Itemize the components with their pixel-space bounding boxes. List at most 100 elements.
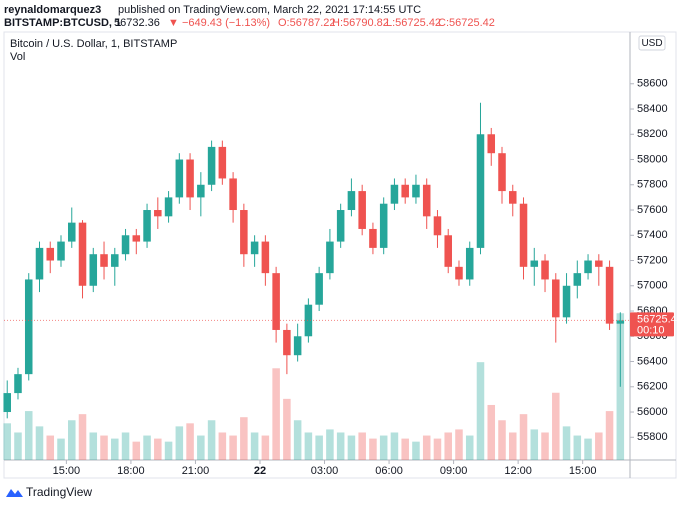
volume-bar <box>89 432 98 460</box>
volume-bar <box>476 362 485 460</box>
candle-body <box>46 247 55 261</box>
volume-bar <box>250 432 259 460</box>
candle-body <box>272 273 280 330</box>
volume-bar <box>315 435 323 460</box>
volume-bar <box>487 404 496 460</box>
candle-body <box>207 146 216 185</box>
ohlc-low: L:56725.42 <box>386 17 441 29</box>
volume-bar <box>3 423 11 460</box>
volume-bar <box>444 432 452 460</box>
y-tick-label: 58600 <box>637 78 668 90</box>
candle-body <box>164 197 173 217</box>
candle-body <box>455 266 463 280</box>
volume-bar <box>390 432 399 460</box>
x-tick-label: 15:00 <box>569 465 597 477</box>
legend-title: Bitcoin / U.S. Dollar, 1, BITSTAMP <box>10 38 177 50</box>
y-tick-label: 57600 <box>637 204 668 216</box>
volume-bar <box>57 438 65 460</box>
x-tick-label: 21:00 <box>182 465 210 477</box>
volume-bar <box>240 417 248 460</box>
candle-body <box>3 393 11 413</box>
x-tick-label: 06:00 <box>375 465 403 477</box>
volume-bar <box>283 398 291 460</box>
candle-body <box>229 178 237 211</box>
y-tick-label: 56000 <box>637 406 668 418</box>
volume-bar <box>111 438 119 460</box>
last-price-box <box>630 312 674 337</box>
currency[interactable]: USD <box>641 38 662 49</box>
candle-body <box>24 279 33 375</box>
candle-body <box>379 203 388 248</box>
candle-body <box>283 329 291 356</box>
last-price-label: 56725.42 <box>637 313 680 325</box>
x-tick-label: 12:00 <box>504 465 532 477</box>
volume-bar <box>401 438 409 460</box>
candle-body <box>143 210 151 242</box>
volume-bar <box>143 435 151 460</box>
volume-bar <box>595 432 603 460</box>
volume-bar <box>508 432 517 460</box>
candle-body <box>186 159 194 198</box>
volume-bar <box>369 438 377 460</box>
volume-bar <box>498 420 506 460</box>
volume-bar <box>326 429 334 460</box>
y-tick-label: 57800 <box>637 179 668 191</box>
change: ▼ −649.43 (−1.13%) <box>168 17 270 29</box>
volume-bar <box>347 435 356 460</box>
chart-frame <box>3 31 677 479</box>
volume-bar <box>272 368 280 460</box>
y-tick-label: 57200 <box>637 254 668 266</box>
candle-body <box>508 191 517 204</box>
candle-body <box>121 235 130 255</box>
logo <box>6 489 23 497</box>
y-tick-label: 56200 <box>637 381 668 393</box>
volume-bar <box>100 435 108 460</box>
candle-body <box>530 260 539 267</box>
symbol: BITSTAMP:BTCUSD, 1 <box>4 17 121 29</box>
x-tick-label: 15:00 <box>53 465 81 477</box>
volume-bar <box>78 414 87 460</box>
volume-bar <box>455 429 463 460</box>
volume-bar <box>605 411 614 460</box>
candle-body <box>250 241 259 255</box>
candle-body <box>412 184 420 198</box>
volume-bar <box>175 426 184 460</box>
volume-bar <box>336 432 345 460</box>
candle-body <box>605 266 614 324</box>
candle-body <box>175 159 184 198</box>
y-tick-label: 58000 <box>637 153 668 165</box>
candle-body <box>100 254 108 267</box>
y-tick-label: 55800 <box>637 431 668 443</box>
candle-body <box>57 241 65 261</box>
volume-bar <box>121 432 130 460</box>
x-tick-label: 22 <box>254 465 266 477</box>
candle-body <box>562 285 571 318</box>
ohlc-high: H:56790.82 <box>332 17 389 29</box>
x-tick-label: 18:00 <box>117 465 145 477</box>
candle-body <box>595 260 603 267</box>
volume-bar <box>35 426 44 460</box>
candle-body <box>35 247 44 280</box>
candle-body <box>498 153 506 192</box>
volume-bar <box>261 435 270 460</box>
candle-body <box>197 184 205 198</box>
candle-body <box>401 184 409 198</box>
y-tick-label: 58200 <box>637 128 668 140</box>
candle-body <box>476 134 485 248</box>
volume-bar <box>422 435 431 460</box>
volume-bar <box>186 423 194 460</box>
volume-bar <box>519 414 528 460</box>
candle-body <box>261 241 270 274</box>
candle-body <box>218 146 227 179</box>
candle-body <box>584 260 592 274</box>
volume-bar <box>412 441 420 460</box>
candle-body <box>465 247 474 280</box>
currency-box[interactable] <box>638 35 666 51</box>
candle-body <box>433 216 442 236</box>
candle-body <box>132 235 141 242</box>
candle-body <box>552 279 560 318</box>
volume-bar <box>218 432 227 460</box>
volume-bar <box>14 432 22 460</box>
volume-bar <box>433 438 442 460</box>
x-tick-label: 03:00 <box>311 465 339 477</box>
